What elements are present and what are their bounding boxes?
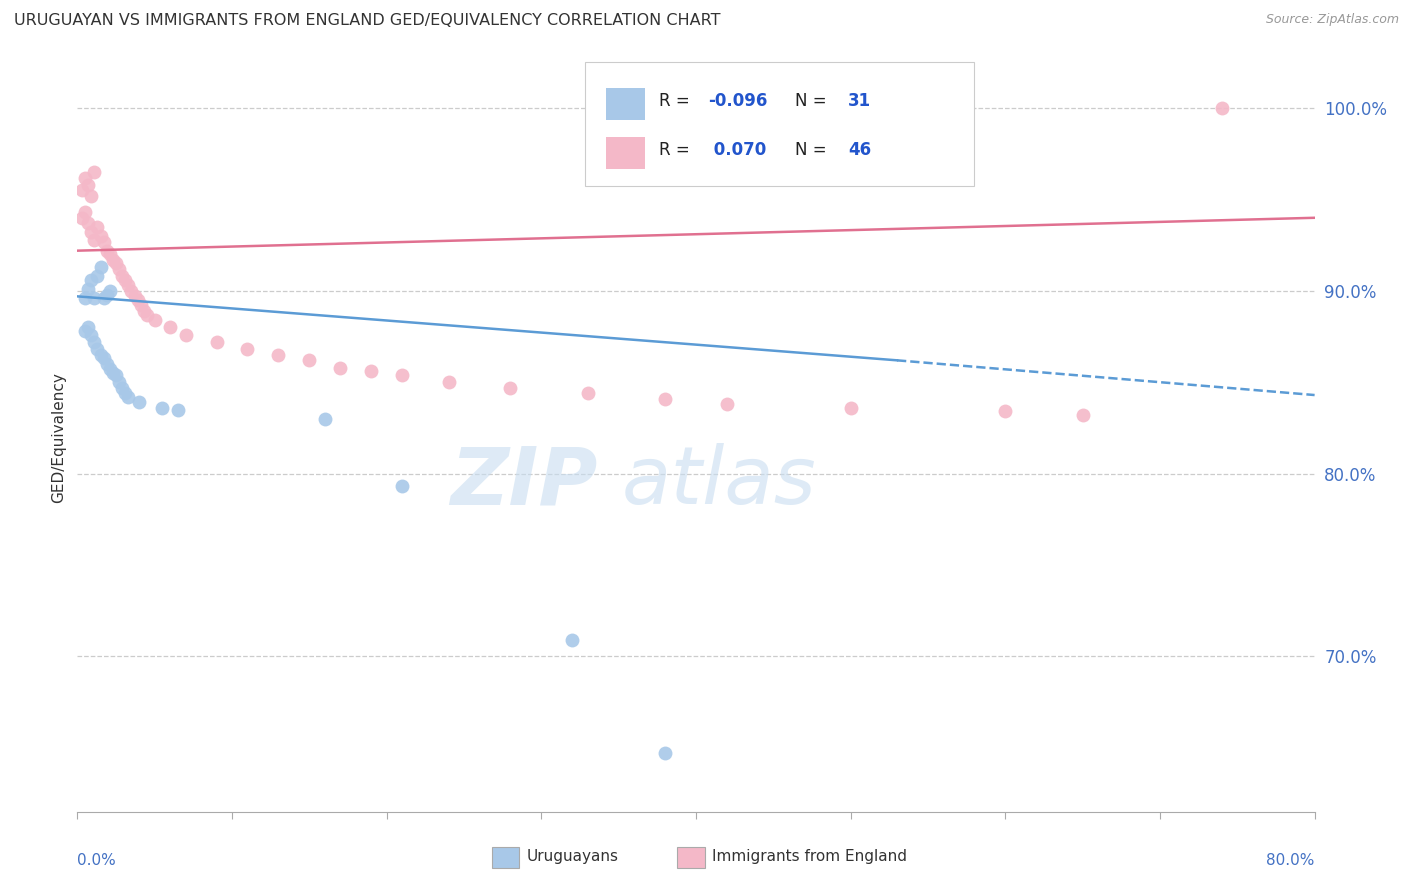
Point xyxy=(77,216,100,230)
Point xyxy=(86,219,108,234)
Point xyxy=(132,304,155,318)
Text: Source: ZipAtlas.com: Source: ZipAtlas.com xyxy=(1265,13,1399,27)
Point xyxy=(101,366,124,380)
Text: Uruguayans: Uruguayans xyxy=(526,849,619,864)
Point xyxy=(83,334,105,349)
Point xyxy=(75,324,96,338)
Point xyxy=(80,189,103,203)
Point xyxy=(360,364,382,378)
Point xyxy=(124,289,146,303)
Point xyxy=(167,402,190,417)
Point xyxy=(75,205,96,219)
Point xyxy=(93,351,115,366)
Point xyxy=(114,273,136,287)
Point xyxy=(83,291,105,305)
Point xyxy=(80,273,103,287)
Point xyxy=(329,360,352,375)
Point xyxy=(117,390,139,404)
Text: 46: 46 xyxy=(848,141,872,159)
Point xyxy=(127,293,149,307)
Point xyxy=(561,632,583,647)
Point xyxy=(136,308,159,322)
Point xyxy=(143,313,166,327)
Text: 0.070: 0.070 xyxy=(709,141,766,159)
Point xyxy=(83,233,105,247)
Point xyxy=(129,298,152,312)
Text: N =: N = xyxy=(794,141,832,159)
Point xyxy=(96,287,118,301)
Y-axis label: GED/Equivalency: GED/Equivalency xyxy=(51,372,66,502)
Point xyxy=(86,269,108,284)
Point xyxy=(117,278,139,293)
Point xyxy=(90,229,112,244)
Text: N =: N = xyxy=(794,92,832,110)
Point xyxy=(105,256,128,270)
Point xyxy=(70,211,93,225)
Point xyxy=(86,343,108,357)
Point xyxy=(267,348,290,362)
Point xyxy=(174,327,197,342)
Point xyxy=(1211,101,1233,115)
Point xyxy=(75,291,96,305)
Point xyxy=(108,376,131,390)
Point xyxy=(77,178,100,192)
Point xyxy=(114,386,136,401)
Point xyxy=(70,183,93,197)
Point xyxy=(111,381,134,395)
Point xyxy=(391,479,413,493)
Point xyxy=(236,343,259,357)
Point xyxy=(205,334,228,349)
Point xyxy=(499,381,522,395)
Point xyxy=(96,357,118,371)
Point xyxy=(994,404,1017,418)
Point xyxy=(121,284,143,298)
Text: ZIP: ZIP xyxy=(450,443,598,521)
Point xyxy=(90,348,112,362)
Point xyxy=(80,327,103,342)
Point xyxy=(80,226,103,240)
Point xyxy=(654,392,676,406)
Point xyxy=(839,401,862,415)
Point xyxy=(111,269,134,284)
Text: 31: 31 xyxy=(848,92,872,110)
FancyBboxPatch shape xyxy=(678,847,704,868)
Point xyxy=(98,362,121,376)
Text: 80.0%: 80.0% xyxy=(1267,853,1315,868)
Point xyxy=(96,244,118,258)
Point xyxy=(391,368,413,382)
Point xyxy=(98,284,121,298)
Text: R =: R = xyxy=(659,92,695,110)
Point xyxy=(152,401,174,415)
Point xyxy=(159,320,181,334)
Point xyxy=(83,165,105,179)
Point xyxy=(128,395,150,409)
Point xyxy=(437,376,460,390)
Point xyxy=(77,282,100,296)
Point xyxy=(105,368,128,382)
Text: R =: R = xyxy=(659,141,695,159)
Point xyxy=(576,386,599,401)
FancyBboxPatch shape xyxy=(492,847,519,868)
Text: -0.096: -0.096 xyxy=(709,92,768,110)
Point xyxy=(98,247,121,261)
Point xyxy=(298,353,321,368)
Point xyxy=(90,260,112,274)
Point xyxy=(1071,408,1094,422)
FancyBboxPatch shape xyxy=(606,137,645,169)
Point xyxy=(314,412,336,426)
Point xyxy=(108,262,131,277)
Point xyxy=(77,320,100,334)
Point xyxy=(93,235,115,249)
Text: atlas: atlas xyxy=(621,443,817,521)
Text: Immigrants from England: Immigrants from England xyxy=(711,849,907,864)
Point xyxy=(654,746,676,760)
Text: 0.0%: 0.0% xyxy=(77,853,117,868)
FancyBboxPatch shape xyxy=(606,88,645,120)
FancyBboxPatch shape xyxy=(585,62,974,186)
Point xyxy=(101,252,124,267)
Text: URUGUAYAN VS IMMIGRANTS FROM ENGLAND GED/EQUIVALENCY CORRELATION CHART: URUGUAYAN VS IMMIGRANTS FROM ENGLAND GED… xyxy=(14,13,720,29)
Point xyxy=(75,170,96,185)
Point xyxy=(93,291,115,305)
Point xyxy=(716,397,738,411)
